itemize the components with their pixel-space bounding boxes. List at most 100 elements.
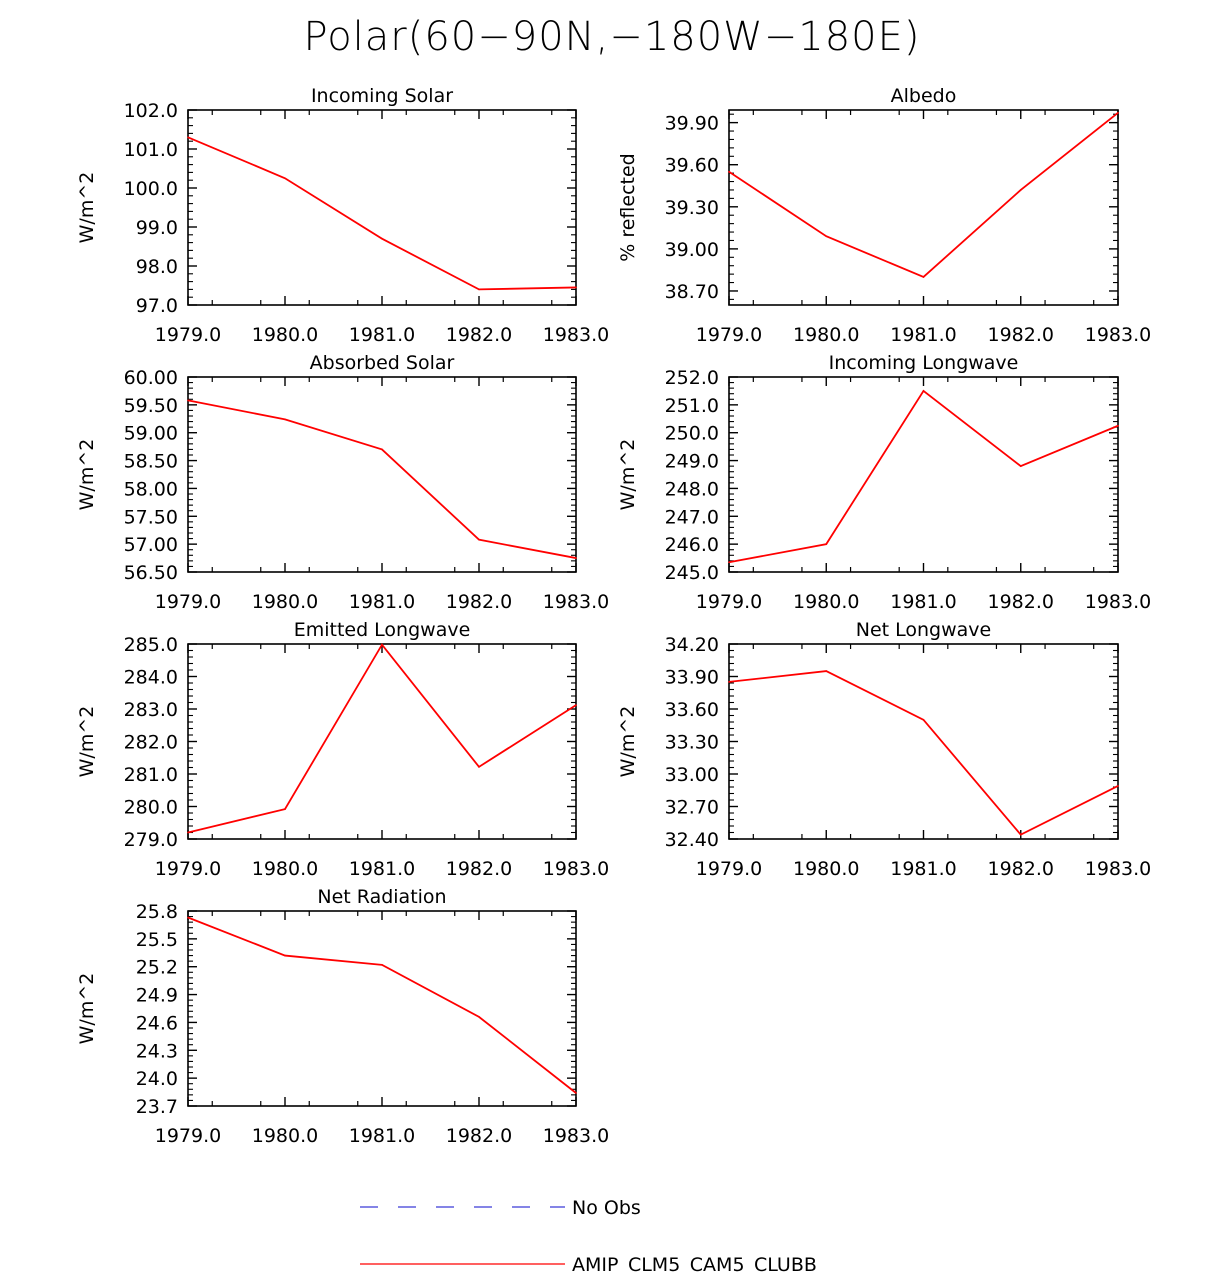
- y-tick-label: 249.0: [665, 451, 719, 473]
- x-tick-label: 1981.0: [349, 591, 415, 613]
- data-point: [284, 418, 286, 421]
- x-tick-label: 1982.0: [988, 858, 1054, 880]
- y-axis-label: W/m^2: [76, 706, 98, 778]
- data-point: [1019, 465, 1022, 467]
- y-axis-label: W/m^2: [76, 172, 98, 244]
- x-tick-label: 1980.0: [793, 324, 859, 346]
- data-point: [922, 719, 925, 721]
- data-point: [1019, 189, 1022, 191]
- plot-frame: [187, 376, 577, 573]
- y-tick-label: 34.20: [665, 634, 719, 656]
- y-tick-label: 38.70: [665, 281, 719, 303]
- data-point: [922, 390, 925, 392]
- x-tick-label: 1980.0: [252, 591, 318, 613]
- x-tick-label: 1983.0: [1085, 591, 1151, 613]
- x-tick-label: 1983.0: [543, 858, 609, 880]
- series-line: [728, 112, 1119, 278]
- data-point: [478, 538, 480, 541]
- chart-panel: 1979.0 1980.0 1981.0 1982.0 1983.0 32.40 32.70…: [617, 619, 1151, 880]
- data-point: [381, 237, 383, 240]
- data-point: [575, 1092, 577, 1094]
- x-tick-label: 1983.0: [543, 1125, 609, 1147]
- y-tick-label: 100.0: [124, 178, 178, 200]
- chart-panel: 1979.0 1980.0 1981.0 1982.0 1983.0 56.50 57.00…: [76, 352, 609, 613]
- data-point: [381, 964, 383, 966]
- data-point: [478, 288, 480, 291]
- y-tick-label: 39.60: [665, 155, 719, 177]
- data-point: [187, 916, 189, 919]
- x-tick-label: 1980.0: [252, 324, 318, 346]
- data-point: [575, 286, 577, 289]
- panel-title: Net Radiation: [317, 886, 446, 908]
- y-tick-label: 58.50: [124, 451, 178, 473]
- data-point: [575, 557, 577, 559]
- y-tick-label: 59.00: [124, 423, 178, 445]
- x-tick-label: 1979.0: [696, 324, 762, 346]
- y-tick-label: 246.0: [665, 534, 719, 556]
- data-point: [1117, 785, 1119, 787]
- series-line: [187, 136, 577, 291]
- panel-title: Incoming Longwave: [829, 352, 1019, 374]
- x-tick-label: 1980.0: [793, 591, 859, 613]
- y-tick-label: 284.0: [124, 667, 178, 689]
- y-tick-label: 32.40: [665, 829, 719, 851]
- x-tick-label: 1981.0: [890, 858, 956, 880]
- data-point: [728, 681, 730, 683]
- plot-frame: [728, 376, 1119, 573]
- x-tick-label: 1980.0: [793, 858, 859, 880]
- x-tick-label: 1981.0: [349, 324, 415, 346]
- series-line: [187, 643, 577, 834]
- y-tick-label: 60.00: [124, 367, 178, 389]
- data-point: [187, 399, 189, 402]
- y-tick-label: 99.0: [136, 217, 178, 239]
- y-axis-label: W/m^2: [76, 439, 98, 511]
- legend-model-label: AMIP_CLM5_CAM5_CLUBB: [572, 1254, 817, 1274]
- panel-title: Incoming Solar: [311, 85, 453, 107]
- series-line: [187, 399, 577, 559]
- data-point: [284, 177, 286, 180]
- panel-title: Albedo: [891, 85, 957, 107]
- x-tick-label: 1979.0: [155, 1125, 221, 1147]
- data-point: [1117, 112, 1119, 114]
- y-tick-label: 58.00: [124, 478, 178, 500]
- y-tick-label: 59.50: [124, 395, 178, 417]
- y-tick-label: 39.90: [665, 113, 719, 135]
- data-point: [284, 954, 286, 957]
- y-axis-label: W/m^2: [617, 439, 639, 511]
- y-tick-label: 283.0: [124, 699, 178, 721]
- y-tick-label: 285.0: [124, 634, 178, 656]
- x-tick-label: 1982.0: [446, 1125, 512, 1147]
- x-tick-label: 1982.0: [446, 858, 512, 880]
- y-tick-label: 24.0: [136, 1068, 178, 1090]
- x-tick-label: 1982.0: [988, 324, 1054, 346]
- y-tick-label: 56.50: [124, 562, 178, 584]
- legend: No Obs AMIP_CLM5_CAM5_CLUBB: [360, 1197, 817, 1274]
- data-point: [1117, 424, 1119, 427]
- chart-panel: 1979.0 1980.0 1981.0 1982.0 1983.0 97.0 98.0 99…: [76, 85, 609, 346]
- y-tick-label: 101.0: [124, 139, 178, 161]
- data-point: [825, 235, 828, 238]
- y-tick-label: 252.0: [665, 367, 719, 389]
- chart-panel: 1979.0 1980.0 1981.0 1982.0 1983.0 23.7 24.0 24…: [76, 886, 609, 1147]
- data-point: [381, 448, 383, 451]
- y-tick-label: 247.0: [665, 506, 719, 528]
- panel-title: Emitted Longwave: [294, 619, 471, 641]
- y-axis-label: % reflected: [617, 153, 639, 261]
- x-tick-label: 1979.0: [696, 591, 762, 613]
- series-line: [728, 389, 1119, 564]
- data-point: [478, 1016, 480, 1018]
- x-tick-label: 1979.0: [696, 858, 762, 880]
- x-tick-label: 1983.0: [543, 324, 609, 346]
- y-tick-label: 281.0: [124, 764, 178, 786]
- y-tick-label: 39.30: [665, 197, 719, 219]
- y-axis-label: W/m^2: [76, 973, 98, 1045]
- series-line: [728, 670, 1119, 836]
- chart-panel: 1979.0 1980.0 1981.0 1982.0 1983.0 245.0 246.0…: [617, 352, 1151, 613]
- data-point: [187, 831, 189, 834]
- y-tick-label: 39.00: [665, 239, 719, 261]
- y-tick-label: 250.0: [665, 423, 719, 445]
- x-tick-label: 1979.0: [155, 324, 221, 346]
- legend-obs-label: No Obs: [572, 1197, 641, 1219]
- x-tick-label: 1983.0: [543, 591, 609, 613]
